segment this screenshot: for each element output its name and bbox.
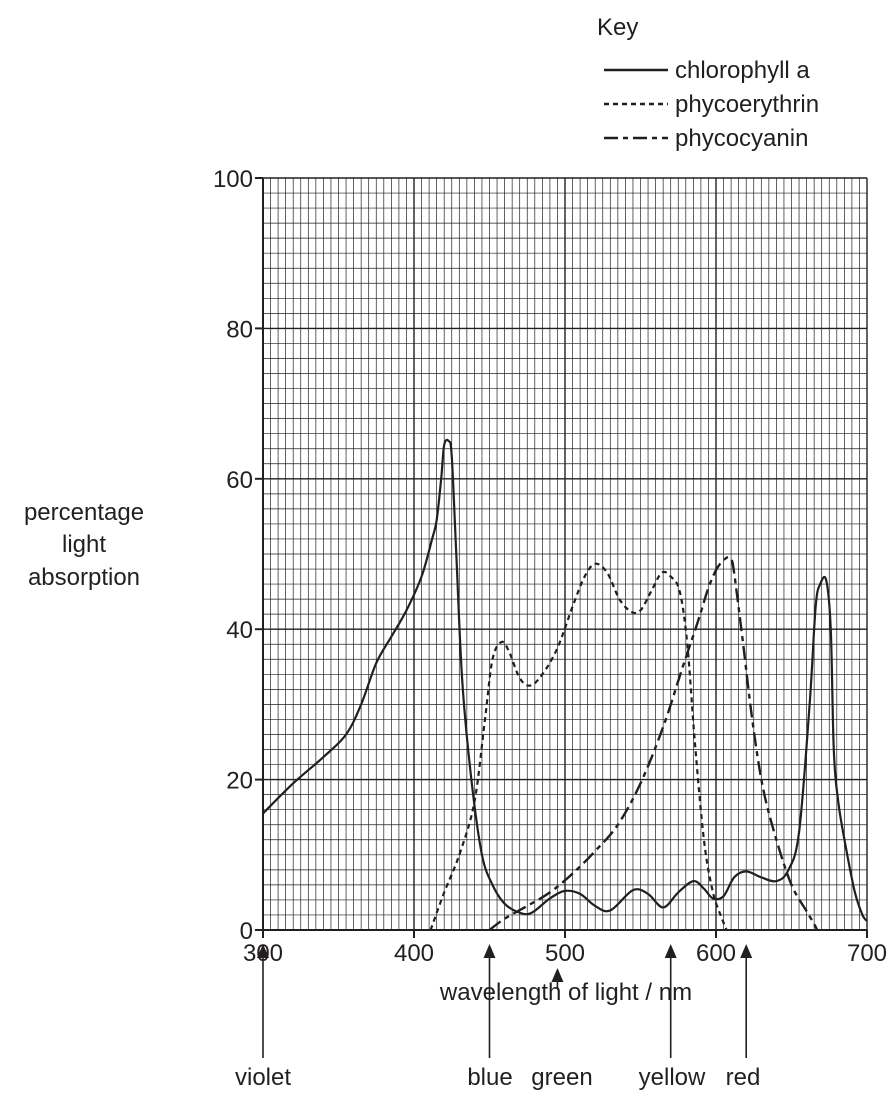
x-tick-label: 700 bbox=[847, 940, 887, 967]
annotation-arrow-head bbox=[551, 968, 564, 982]
series-line-phycocyanin bbox=[488, 555, 819, 931]
y-tick-label: 40 bbox=[226, 617, 253, 644]
axes bbox=[255, 177, 868, 938]
legend-label-phycoerythrin: phycoerythrin bbox=[675, 91, 819, 118]
series-line-phycoerythrin bbox=[429, 562, 728, 931]
x-tick-label: 400 bbox=[394, 940, 434, 967]
x-tick-label: 500 bbox=[545, 940, 585, 967]
y-axis-label-line-1: percentage bbox=[24, 499, 144, 526]
annotation-arrow-head bbox=[740, 944, 753, 958]
y-axis-label-line-3: absorption bbox=[28, 564, 140, 591]
legend: Key chlorophyll a phycoerythrin phycocya… bbox=[597, 14, 819, 152]
annotation-label-blue: blue bbox=[467, 1064, 512, 1091]
annotation-label-green: green bbox=[531, 1064, 592, 1091]
y-tick-label: 100 bbox=[213, 166, 253, 193]
y-tick-label: 80 bbox=[226, 316, 253, 343]
y-tick-label: 60 bbox=[226, 467, 253, 494]
annotation-label-red: red bbox=[726, 1064, 761, 1091]
color-annotations: violet blue green yellow red bbox=[235, 944, 760, 1091]
y-tick-label: 0 bbox=[240, 918, 253, 945]
annotation-label-yellow: yellow bbox=[639, 1064, 706, 1091]
annotation-arrow-head bbox=[664, 944, 677, 958]
legend-label-phycocyanin: phycocyanin bbox=[675, 125, 808, 152]
x-tick-label: 600 bbox=[696, 940, 736, 967]
y-axis-label-line-2: light bbox=[62, 531, 106, 558]
legend-title: Key bbox=[597, 14, 638, 41]
series-lines bbox=[262, 438, 868, 931]
legend-label-chlorophyll-a: chlorophyll a bbox=[675, 57, 810, 84]
x-tick-labels: 300400500600700 bbox=[243, 940, 887, 967]
annotation-arrow-head bbox=[257, 944, 269, 958]
annotation-label-violet: violet bbox=[235, 1064, 291, 1091]
x-axis-label: wavelength of light / nm bbox=[439, 979, 692, 1006]
y-tick-label: 20 bbox=[226, 768, 253, 795]
y-tick-labels: 0 20 40 60 80 100 bbox=[213, 166, 253, 945]
annotation-arrow-head bbox=[483, 944, 496, 958]
series-line-chlorophyll-a bbox=[262, 438, 868, 922]
